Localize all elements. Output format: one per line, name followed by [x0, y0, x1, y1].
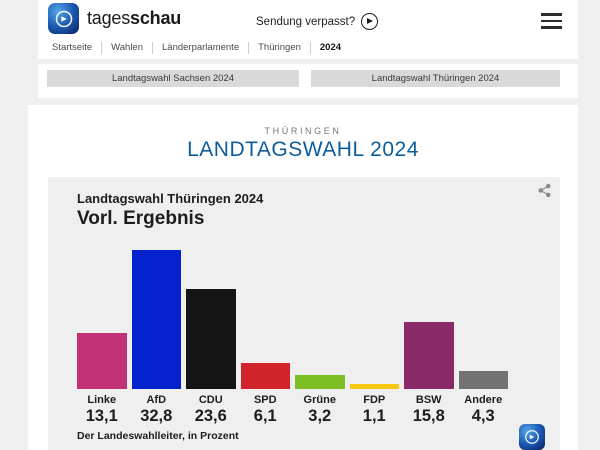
hamburger-menu-icon[interactable] [541, 13, 562, 29]
chart-category-label: Andere [464, 394, 503, 406]
chart-bars: Linke 13,1 AfD 32,8 CDU 23,6 SPD 6,1 Grüne 3,2 FDP… [77, 250, 508, 426]
chart-bar-column: FDP 1,1 [349, 250, 399, 426]
site-header: tagesschau Sendung verpasst? Startseite … [38, 0, 578, 59]
results-chart-card: Landtagswahl Thüringen 2024 Vorl. Ergebn… [48, 177, 560, 450]
chart-bar [458, 371, 508, 389]
breadcrumb-item-laenderparlamente[interactable]: Länderparlamente [153, 42, 250, 54]
main-content: THÜRINGEN LANDTAGSWAHL 2024 Landtagswahl… [28, 105, 578, 450]
chart-category-label: Grüne [303, 394, 336, 406]
brand-wordmark-bold: schau [130, 8, 182, 28]
chart-bar [349, 384, 399, 389]
chart-subtitle: Landtagswahl Thüringen 2024 [77, 191, 264, 206]
chart-category-label: CDU [198, 394, 223, 406]
chart-bar-column: CDU 23,6 [186, 250, 236, 426]
chart-source: Der Landeswahlleiter, in Prozent [77, 430, 239, 442]
chart-title: Vorl. Ergebnis [77, 208, 205, 229]
chart-category-label: SPD [253, 394, 277, 406]
ard-globe-logo-icon[interactable] [48, 3, 79, 34]
chart-bar [404, 322, 454, 389]
brand-wordmark: tagesschau [87, 8, 181, 29]
watch-missed-broadcast-link[interactable]: Sendung verpasst? [256, 13, 379, 30]
brand-wordmark-regular: tages [87, 8, 131, 28]
chart-category-label: AfD [146, 394, 167, 406]
breadcrumb: Startseite Wahlen Länderparlamente Thüri… [52, 42, 350, 54]
chart-bar-column: Andere 4,3 [458, 250, 508, 426]
chart-value-label: 23,6 [194, 407, 227, 425]
breadcrumb-item-thueringen[interactable]: Thüringen [249, 42, 311, 54]
chart-bar-column: SPD 6,1 [240, 250, 290, 426]
breadcrumb-item-wahlen[interactable]: Wahlen [102, 42, 153, 54]
page-title: LANDTAGSWAHL 2024 [187, 138, 419, 161]
chart-bar [295, 375, 345, 389]
chart-category-label: BSW [415, 394, 442, 406]
chart-category-label: Linke [87, 394, 117, 406]
chart-value-label: 15,8 [412, 407, 445, 425]
chart-bar-column: BSW 15,8 [404, 250, 454, 426]
chart-bar-column: Linke 13,1 [77, 250, 127, 426]
chart-value-label: 3,2 [308, 407, 332, 425]
chart-value-label: 32,8 [140, 407, 173, 425]
tab-landtagswahl-sachsen[interactable]: Landtagswahl Sachsen 2024 [47, 70, 299, 87]
chart-value-label: 13,1 [85, 407, 118, 425]
chart-bar [131, 250, 181, 389]
share-icon[interactable] [537, 183, 552, 198]
chart-bar-column: Grüne 3,2 [295, 250, 345, 426]
chart-value-label: 6,1 [253, 407, 277, 425]
ard-logo-icon [519, 424, 545, 450]
chart-category-label: FDP [363, 394, 386, 406]
election-switcher: Landtagswahl Sachsen 2024 Landtagswahl T… [38, 64, 578, 98]
play-icon[interactable] [361, 13, 379, 30]
breadcrumb-item-2024[interactable]: 2024 [319, 42, 342, 53]
tab-landtagswahl-thueringen[interactable]: Landtagswahl Thüringen 2024 [311, 70, 560, 87]
chart-bar-column: AfD 32,8 [131, 250, 181, 426]
brand-home-link[interactable]: tagesschau [48, 3, 181, 34]
chart-bar [240, 363, 290, 389]
breadcrumb-item-startseite[interactable]: Startseite [52, 42, 103, 54]
chart-value-label: 1,1 [362, 407, 386, 425]
chart-value-label: 4,3 [471, 407, 495, 425]
page-kicker: THÜRINGEN [264, 126, 342, 136]
chart-bar [186, 289, 236, 389]
chart-bar [77, 333, 127, 389]
watch-label: Sendung verpasst? [256, 15, 356, 28]
